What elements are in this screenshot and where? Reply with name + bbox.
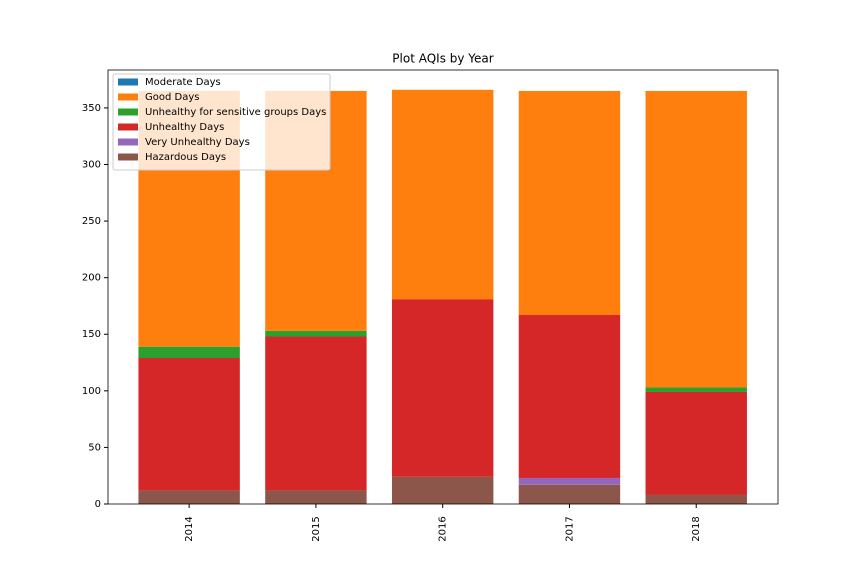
legend-label: Hazardous Days: [145, 152, 226, 163]
bar-segment: [645, 387, 747, 392]
y-tick-label: 350: [82, 103, 101, 114]
y-tick-label: 300: [82, 159, 101, 170]
chart-title: Plot AQIs by Year: [392, 52, 493, 66]
bar-segment: [518, 90, 621, 316]
bar-segment: [265, 336, 367, 491]
legend-label: Good Days: [145, 92, 199, 103]
y-tick-label: 50: [88, 442, 101, 453]
bar-segment: [138, 358, 240, 491]
y-tick-label: 0: [95, 499, 101, 510]
legend-swatch: [118, 123, 138, 131]
y-tick-label: 250: [82, 216, 101, 227]
legend-swatch: [118, 108, 138, 116]
legend-swatch: [118, 93, 138, 101]
y-tick-label: 150: [82, 329, 101, 340]
legend: Moderate Days Good Days Unhealthy for sens…: [112, 73, 331, 171]
bar-segment: [138, 346, 240, 359]
bar-segment: [391, 89, 494, 300]
bar-segment: [645, 494, 747, 504]
bar-segment: [518, 477, 621, 485]
bar-segment: [138, 490, 240, 504]
bar-segment: [391, 299, 494, 477]
bar-segment: [265, 490, 367, 504]
bar-segment: [518, 484, 621, 504]
y-tick-label: 200: [82, 273, 101, 284]
x-tick-label: 2018: [691, 516, 702, 541]
legend-swatch: [118, 78, 138, 86]
bar-segment: [265, 330, 367, 337]
x-tick-label: 2016: [438, 516, 449, 541]
bar-segment: [391, 476, 494, 504]
legend-label: Unhealthy for sensitive groups Days: [145, 107, 326, 118]
bar-segment: [518, 315, 621, 478]
legend-box: [112, 73, 331, 171]
bar-segment: [645, 90, 747, 388]
legend-label: Very Unhealthy Days: [145, 137, 250, 148]
bar-segment: [645, 391, 747, 495]
y-tick-label: 100: [82, 386, 101, 397]
x-tick-label: 2014: [184, 516, 195, 541]
legend-swatch: [118, 153, 138, 161]
legend-label: Unhealthy Days: [145, 122, 224, 133]
plot-frame: [107, 69, 779, 505]
legend-label: Moderate Days: [145, 77, 221, 88]
x-tick-label: 2015: [311, 516, 322, 541]
legend-swatch: [118, 138, 138, 146]
x-tick-label: 2017: [564, 516, 575, 541]
